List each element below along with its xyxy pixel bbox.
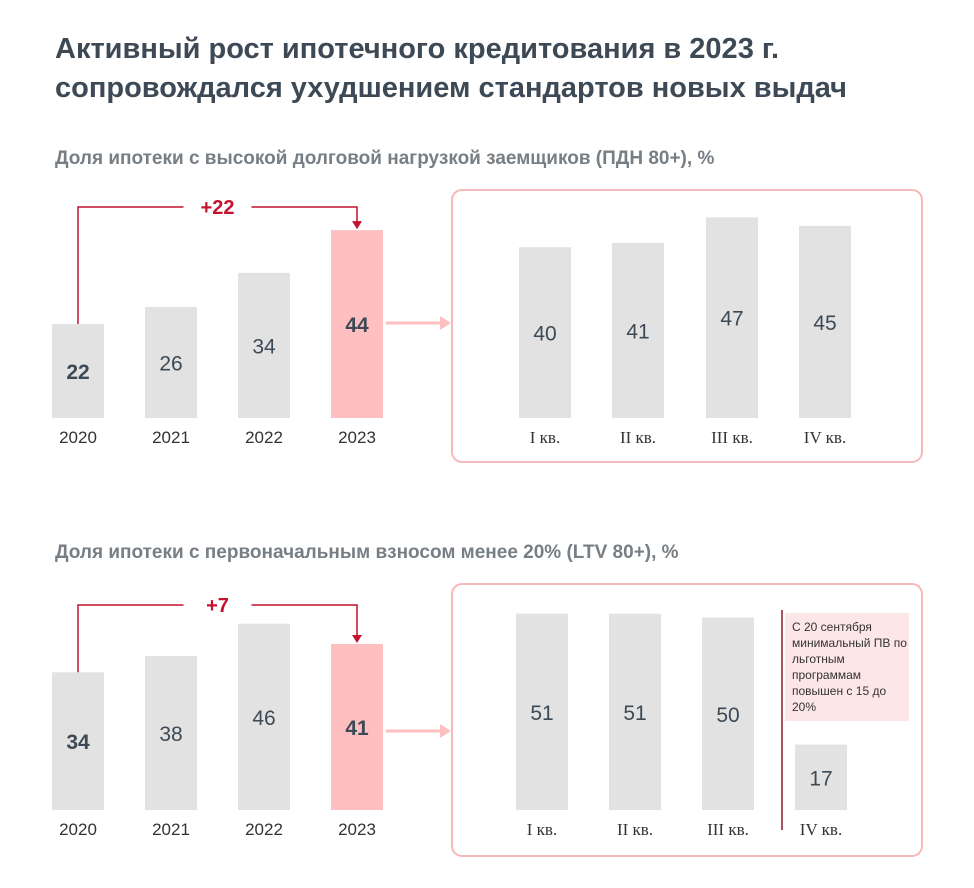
c1-quarter-label-3: III кв.: [711, 428, 753, 447]
c2-bar-2021: [145, 656, 197, 810]
c2-bar-2023: [331, 643, 383, 810]
c2-quarter-value-4: 17: [809, 767, 832, 790]
c1-change-bracket-left: [77, 206, 184, 325]
c2-bar-2022: [238, 623, 290, 810]
c1-quarter-frame: [451, 189, 923, 463]
chart-1-title: Доля ипотеки с высокой долговой нагрузко…: [55, 148, 715, 169]
c2-quarter-label-4: IV кв.: [800, 820, 842, 839]
c2-bar-value-2020: 34: [66, 731, 90, 754]
c1-bar-2020: [52, 324, 104, 418]
c2-quarter-bar-2: [609, 613, 661, 810]
c2-bar-value-2021: 38: [159, 723, 182, 746]
c1-year-label-2020: 2020: [59, 428, 97, 447]
c1-quarter-value-4: 45: [813, 312, 836, 335]
c2-quarter-label-3: III кв.: [707, 820, 749, 839]
c2-change-bracket-right: [251, 604, 358, 636]
c1-bar-value-2022: 34: [252, 335, 276, 358]
c2-quarter-label-1: I кв.: [527, 820, 557, 839]
c1-bar-value-2023: 44: [345, 314, 369, 337]
c1-quarter-bar-3: [706, 217, 758, 418]
c2-bar-value-2022: 46: [252, 707, 275, 730]
c2-quarter-value-2: 51: [623, 702, 646, 725]
c1-quarter-label-4: IV кв.: [804, 428, 846, 447]
c1-quarter-value-2: 41: [626, 320, 649, 343]
c1-quarter-bar-1: [519, 247, 571, 418]
c2-change-bracket-left: [77, 604, 184, 673]
c1-link-arrow-head: [440, 316, 451, 330]
c2-change-arrow-head: [352, 634, 362, 643]
page-title-line-2: сопровождался ухудшением стандартов новы…: [55, 72, 848, 104]
c1-bar-2023: [331, 230, 383, 418]
annotation-note: С 20 сентября минимальный ПВ по льготным…: [785, 613, 909, 721]
c1-bar-2022: [238, 272, 290, 418]
c2-quarter-label-2: II кв.: [617, 820, 653, 839]
c1-change-bracket-right: [251, 206, 358, 223]
chart-2-title: Доля ипотеки с первоначальным взносом ме…: [55, 542, 679, 563]
c2-quarter-value-3: 50: [716, 704, 739, 727]
c1-quarter-bar-2: [612, 242, 664, 418]
c2-year-label-2021: 2021: [152, 820, 190, 839]
c2-quarter-value-1: 51: [530, 702, 553, 725]
c2-quarter-bar-1: [516, 613, 568, 810]
c2-year-label-2023: 2023: [338, 820, 376, 839]
c1-quarter-value-1: 40: [533, 323, 556, 346]
c1-quarter-bar-4: [799, 225, 851, 418]
c1-bar-value-2021: 26: [159, 352, 182, 375]
c2-quarter-bar-3: [702, 617, 754, 810]
c2-quarter-bar-4: [795, 744, 847, 810]
c2-year-label-2020: 2020: [59, 820, 97, 839]
page-title: Активный рост ипотечного кредитования в …: [55, 30, 955, 108]
page-title-line-1: Активный рост ипотечного кредитования в …: [55, 33, 780, 65]
c1-change-arrow-head: [352, 221, 362, 230]
c2-change-label: +7: [206, 595, 229, 617]
c1-quarter-label-1: I кв.: [530, 428, 560, 447]
c1-quarter-label-2: II кв.: [620, 428, 656, 447]
c2-quarter-frame: [451, 583, 923, 857]
c2-link-arrow-head: [440, 724, 451, 738]
c1-change-label: +22: [201, 197, 235, 219]
c1-year-label-2022: 2022: [245, 428, 283, 447]
c1-year-label-2023: 2023: [338, 428, 376, 447]
c1-bar-2021: [145, 306, 197, 418]
c2-bar-value-2023: 41: [345, 717, 369, 740]
c2-bar-2020: [52, 672, 104, 810]
c1-year-label-2021: 2021: [152, 428, 190, 447]
c1-quarter-value-3: 47: [720, 308, 743, 331]
c2-year-label-2022: 2022: [245, 820, 283, 839]
c1-bar-value-2020: 22: [66, 361, 89, 384]
